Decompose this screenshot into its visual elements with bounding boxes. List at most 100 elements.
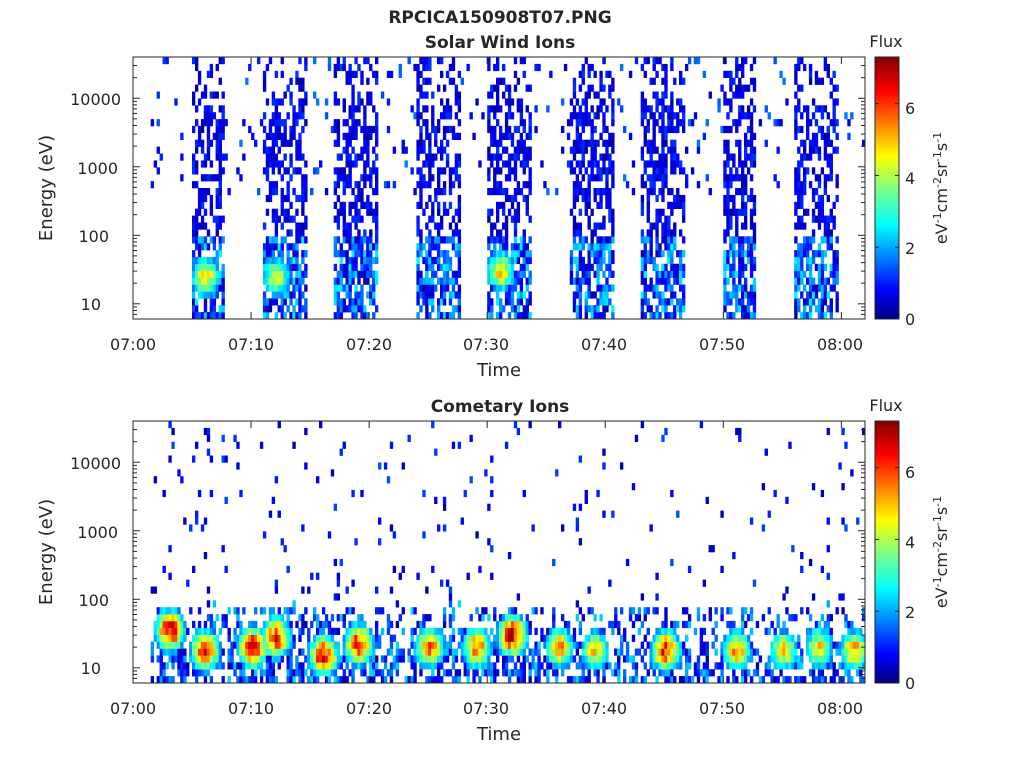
spectrogram-cell [679, 229, 683, 237]
spectrogram-cell [702, 669, 707, 677]
spectrogram-cell [729, 98, 733, 106]
spectrogram-cell [587, 277, 591, 285]
spectrogram-cell [165, 634, 169, 642]
spectrogram-cell [661, 634, 665, 642]
y-axis-label: Energy (eV) [36, 135, 57, 241]
spectrogram-cell [375, 132, 379, 140]
spectrogram-cell [192, 153, 196, 161]
spectrogram-cell [811, 236, 816, 244]
spectrogram-cell [664, 614, 668, 622]
spectrogram-cell [392, 634, 397, 642]
spectrogram-cell [454, 153, 459, 161]
spectrogram-cell [519, 614, 524, 622]
spectrogram-cell [413, 655, 417, 663]
spectrogram-cell [274, 291, 279, 299]
spectrogram-cell [451, 215, 456, 223]
spectrogram-cell [460, 517, 464, 525]
spectrogram-cell [593, 655, 597, 663]
spectrogram-cell [608, 250, 612, 258]
spectrogram-cell [676, 160, 680, 168]
spectrogram-cell [558, 634, 562, 642]
spectrogram-cell [490, 91, 494, 99]
spectrogram-cell [265, 277, 270, 285]
spectrogram-cell [345, 250, 349, 258]
spectrogram-cell [445, 669, 450, 677]
x-tick-label: 07:00 [110, 699, 156, 718]
spectrogram-cell [351, 489, 355, 498]
spectrogram-cell [823, 215, 828, 223]
spectrogram-cell [442, 146, 447, 154]
spectrogram-cell [197, 277, 202, 285]
spectrogram-cell [289, 174, 293, 182]
spectrogram-cell [203, 305, 208, 313]
spectrogram-cell [649, 146, 653, 154]
spectrogram-cell [457, 312, 462, 320]
spectrogram-cell [803, 63, 807, 72]
spectrogram-cell [608, 70, 612, 78]
spectrogram-cell [835, 270, 839, 278]
spectrogram-cell [490, 84, 494, 92]
spectrogram-cell [664, 243, 668, 251]
spectrogram-cell [289, 620, 293, 629]
spectrogram-cell [336, 298, 341, 306]
spectrogram-cell [510, 607, 515, 615]
spectrogram-cell [752, 222, 757, 230]
spectrogram-cell [221, 305, 225, 313]
spectrogram-cell [729, 70, 733, 78]
spectrogram-cell [502, 201, 506, 209]
spectrogram-cell [764, 662, 768, 670]
spectrogram-cell [797, 243, 801, 251]
spectrogram-cell [451, 614, 456, 622]
spectrogram-cell [218, 146, 222, 154]
spectrogram-cell [360, 188, 364, 196]
spectrogram-cell [596, 312, 600, 320]
spectrogram-cell [741, 91, 745, 99]
spectrogram-cell [422, 614, 426, 622]
spectrogram-cell [280, 655, 284, 663]
spectrogram-cell [490, 222, 494, 230]
spectrogram-cell [519, 105, 524, 113]
spectrogram-cell [605, 243, 609, 251]
spectrogram-cell [431, 277, 435, 285]
spectrogram-cell [195, 215, 199, 223]
spectrogram-cell [749, 153, 754, 161]
spectrogram-cell [820, 489, 825, 498]
spectrogram-cell [661, 627, 665, 635]
spectrogram-cell [321, 669, 326, 677]
spectrogram-cell [746, 250, 751, 258]
spectrogram-cell [440, 662, 444, 670]
spectrogram-cell [499, 250, 503, 258]
spectrogram-cell [611, 250, 615, 258]
spectrogram-cell [372, 270, 376, 278]
spectrogram-cell [723, 655, 727, 663]
spectrogram-cell [767, 510, 771, 518]
spectrogram-cell [643, 256, 647, 265]
spectrogram-cell [628, 70, 633, 78]
spectrogram-cell [575, 614, 580, 622]
spectrogram-cell [510, 270, 515, 278]
spectrogram-cell [628, 614, 633, 622]
spectrogram-cell [496, 188, 500, 196]
spectrogram-cell [803, 174, 807, 182]
spectrogram-cell [602, 270, 606, 278]
spectrogram-cell [431, 112, 435, 120]
spectrogram-cell [354, 105, 358, 113]
spectrogram-cell [502, 277, 506, 285]
spectrogram-cell [749, 146, 754, 154]
spectrogram-cell [596, 655, 600, 663]
spectrogram-cell [327, 620, 332, 629]
spectrogram-cell [575, 229, 580, 237]
axis-ticks [132, 56, 865, 320]
spectrogram-cell [850, 634, 854, 642]
colorbar-tick-label: 4 [905, 169, 915, 188]
spectrogram-cell [410, 167, 414, 175]
spectrogram-cell [791, 545, 795, 553]
spectrogram-cell [295, 153, 299, 161]
spectrogram-cell [555, 676, 559, 684]
spectrogram-cell [342, 188, 346, 196]
spectrogram-cell [490, 277, 494, 285]
spectrogram-cell [354, 284, 358, 292]
spectrogram-cell [569, 277, 574, 285]
spectrogram-cell [814, 284, 819, 292]
spectrogram-cell [741, 655, 745, 663]
